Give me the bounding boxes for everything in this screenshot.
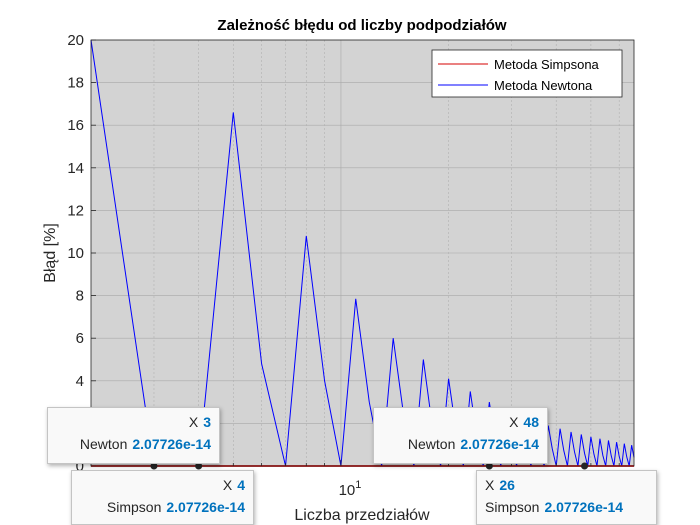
- legend-box: [431, 49, 623, 98]
- datatip-y-value: 2.07726e-14: [132, 436, 211, 452]
- x-tick-label: 101: [339, 479, 362, 499]
- datatip-x-value: 48: [523, 414, 539, 430]
- datatip-y-row: Newton 2.07726e-14: [56, 433, 211, 455]
- datatip-y-value: 2.07726e-14: [460, 436, 539, 452]
- y-tick-label: 12: [67, 202, 84, 219]
- y-tick-label: 4: [76, 373, 84, 390]
- datatip-y-value: 2.07726e-14: [166, 499, 245, 515]
- datatip-newton-x48[interactable]: X 48 Newton 2.07726e-14: [373, 407, 548, 464]
- x-tick-exponent: 1: [355, 479, 361, 491]
- datatip-x-row: X 26: [485, 474, 648, 496]
- legend-label-newton: Metoda Newtona: [494, 78, 593, 93]
- datatip-x-value: 26: [499, 477, 515, 493]
- y-tick-label: 18: [67, 75, 84, 92]
- chart-title: Zależność błędu od liczby podpodziałów: [217, 17, 507, 34]
- y-tick-label: 6: [76, 330, 84, 347]
- datatip-simpson-x26[interactable]: X 26 Simpson 2.07726e-14: [476, 470, 657, 525]
- y-tick-label: 14: [67, 160, 84, 177]
- y-tick-label: 0: [76, 458, 84, 475]
- datatip-x-value: 3: [203, 414, 211, 430]
- datatip-y-label: Newton: [79, 436, 128, 452]
- y-tick-label: 8: [76, 288, 84, 305]
- datatip-markers: [150, 462, 589, 470]
- x-tick-base: 10: [339, 482, 356, 499]
- datatip-marker: [485, 462, 493, 470]
- datatip-x-label: X: [188, 414, 199, 430]
- datatip-y-label: Newton: [407, 436, 456, 452]
- axes-ticks: 02468101214161820: [67, 32, 620, 475]
- datatip-x-row: X 48: [382, 411, 539, 433]
- datatip-marker: [581, 462, 589, 470]
- datatip-y-row: Newton 2.07726e-14: [382, 433, 539, 455]
- datatip-y-label: Simpson: [485, 499, 540, 515]
- x-axis-label: Liczba przedziałów: [294, 507, 430, 524]
- y-tick-label: 16: [67, 117, 84, 134]
- datatip-x-value: 4: [237, 477, 245, 493]
- legend-label-simpson: Metoda Simpsona: [494, 57, 600, 72]
- datatip-y-row: Simpson 2.07726e-14: [485, 496, 648, 518]
- datatip-x-label: X: [222, 477, 233, 493]
- datatip-y-row: Simpson 2.07726e-14: [80, 496, 245, 518]
- datatip-x-label: X: [485, 477, 495, 493]
- datatip-marker: [150, 462, 158, 470]
- datatip-y-label: Simpson: [106, 499, 162, 515]
- y-tick-label: 10: [67, 245, 84, 262]
- datatip-marker: [195, 462, 203, 470]
- legend: Metoda Simpsona Metoda Newtona: [431, 49, 623, 98]
- y-axis-label: Błąd [%]: [42, 223, 59, 283]
- datatip-y-value: 2.07726e-14: [544, 499, 624, 515]
- datatip-x-label: X: [509, 414, 519, 430]
- y-tick-label: 20: [67, 32, 84, 49]
